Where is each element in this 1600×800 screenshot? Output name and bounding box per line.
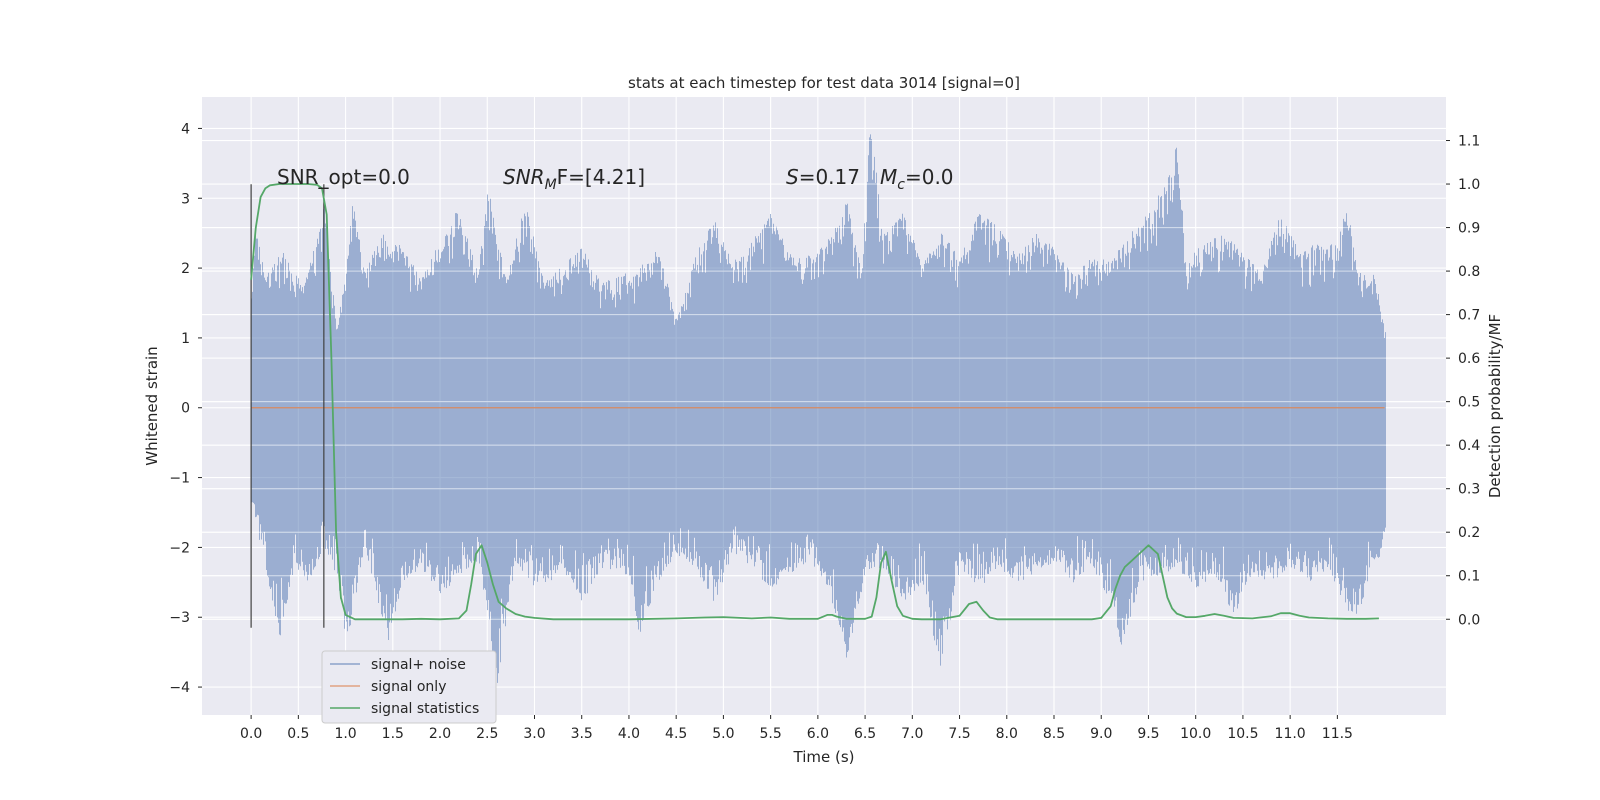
y2-tick-label: 0.5 [1458,395,1480,411]
noise-series-layer [202,134,1446,683]
x-tick-label: 6.0 [807,726,829,742]
x-tick-label: 11.0 [1275,726,1306,742]
y2-tick-label: 1.0 [1458,177,1480,193]
legend-box [321,650,497,724]
x-tick-label: 7.5 [948,726,970,742]
detection-line [250,183,1379,621]
x-tick-label: 5.0 [712,726,734,742]
y2-tick-label: 0.3 [1458,482,1480,498]
x-axis-ticks: 0.0 0.5 1.0 1.5 2.0 2.5 3.0 3.5 4.0 4.5 5.0 5.5 6.0 6… [240,715,1353,742]
y-tick-label: −4 [169,680,190,696]
legend-label-detection: signal statistics [371,701,479,717]
x-tick-label: 11.5 [1322,726,1353,742]
x-tick-label: 0.5 [287,726,309,742]
annotation-mc-sub: c [897,177,905,193]
y2-tick-label: 0.0 [1458,612,1480,628]
x-tick-label: 8.5 [1043,726,1065,742]
y-tick-label: −2 [169,540,190,556]
legend: signal+ noise signal only signal statist… [321,650,497,724]
annotation-mc-main: M [880,165,897,189]
x-tick-label: 7.0 [901,726,923,742]
annotation-s-main: S [786,165,799,189]
legend-label-noise: signal+ noise [371,657,466,673]
y-tick-label: 2 [181,261,190,277]
y2-tick-label: 1.1 [1458,134,1480,150]
annotation-snr-mf: SNRMF=[4.21] [503,165,645,193]
x-tick-label: 0.0 [240,726,262,742]
y-tick-label: 0 [181,401,190,417]
chart-title: stats at each timestep for test data 301… [628,74,1020,92]
annotation-snr-mf-sub: M [545,177,557,193]
x-axis-label: Time (s) [793,748,855,766]
y2-tick-label: 0.7 [1458,308,1480,324]
x-tick-label: 2.5 [476,726,498,742]
y-tick-label: 1 [181,331,190,347]
y-tick-label: 4 [181,121,190,137]
annotation-s: S=0.17 [786,165,860,189]
y2-tick-label: 0.4 [1458,438,1480,454]
annotation-mc: Mc=0.0 [880,165,954,193]
y2-tick-label: 0.8 [1458,264,1480,280]
y2-axis-label: Detection probability/MF [1486,314,1504,498]
legend-label-signal-only: signal only [371,679,446,695]
x-tick-label: 10.5 [1227,726,1258,742]
y2-tick-label: 0.2 [1458,525,1480,541]
x-tick-label: 1.0 [334,726,356,742]
x-tick-label: 10.0 [1180,726,1211,742]
annotation-mc-rest: =0.0 [905,165,954,189]
y2-tick-label: 0.1 [1458,569,1480,585]
x-tick-label: 5.5 [759,726,781,742]
y2-axis-ticks: 1.1 1.0 0.9 0.8 0.7 0.6 0.5 0.4 0.3 0.2 0.1 0.0 [1446,134,1480,628]
y2-tick-label: 0.9 [1458,221,1480,237]
x-tick-label: 8.0 [996,726,1018,742]
annotation-snr-mf-main: SNR [503,165,545,189]
y-axis-ticks: 4 3 2 1 0 −1 −2 −3 −4 [169,121,202,696]
x-tick-label: 2.0 [429,726,451,742]
x-tick-label: 9.0 [1090,726,1112,742]
y2-tick-label: 0.6 [1458,351,1480,367]
y-tick-label: 3 [181,191,190,207]
vertical-markers [250,184,325,628]
annotation-snr-mf-rest: F=[4.21] [557,165,645,189]
x-tick-label: 3.0 [523,726,545,742]
x-tick-label: 9.5 [1137,726,1159,742]
detection-layer [250,183,1379,621]
y-tick-label: −3 [169,610,190,626]
x-tick-label: 3.5 [571,726,593,742]
x-tick-label: 1.5 [382,726,404,742]
x-tick-label: 4.0 [618,726,640,742]
annotation-snr-opt: SNR_opt=0.0 [277,165,410,189]
x-tick-label: 4.5 [665,726,687,742]
y-tick-label: −1 [169,471,190,487]
annotation-s-rest: =0.17 [799,165,860,189]
y-axis-label: Whitened strain [143,346,161,465]
x-tick-label: 6.5 [854,726,876,742]
